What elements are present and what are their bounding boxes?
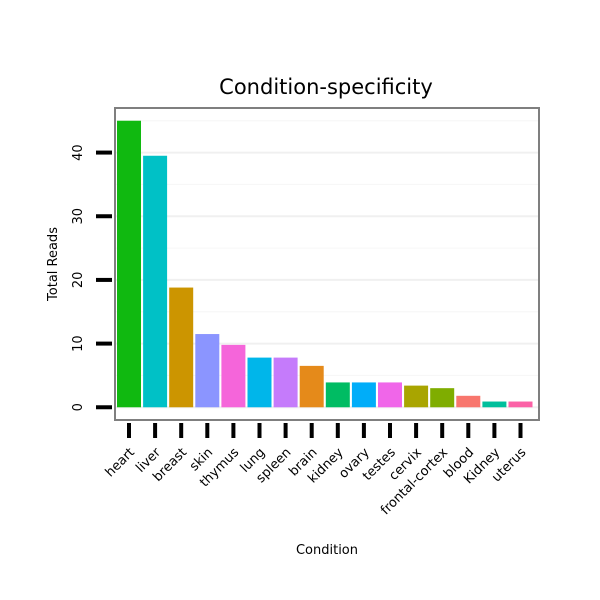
bar-ovary	[351, 382, 376, 408]
bar-blood	[456, 395, 481, 408]
bar-kidney	[482, 401, 507, 408]
bar-brain	[299, 365, 324, 408]
bar-thymus	[221, 344, 246, 408]
y-tick-label: 0	[71, 403, 86, 411]
bar-liver	[143, 155, 168, 408]
x-axis-label: Condition	[296, 543, 358, 558]
plot-border	[114, 107, 540, 421]
y-tick-label: 30	[71, 208, 86, 225]
y-axis-label: Total Reads	[46, 227, 61, 302]
bars	[117, 120, 533, 408]
bar-kidney	[325, 382, 350, 408]
bar-cervix	[404, 385, 429, 408]
bar-heart	[117, 120, 141, 408]
bar-lung	[247, 357, 272, 408]
y-axis-ticks: 0 10 20 30 40	[71, 144, 112, 411]
bar-uterus	[508, 401, 533, 408]
bar-breast	[169, 287, 194, 408]
y-tick-label: 20	[71, 272, 86, 289]
bar-spleen	[273, 357, 298, 408]
y-tick-label: 10	[71, 335, 86, 352]
bar-skin	[195, 334, 220, 408]
bar-testes	[378, 382, 402, 408]
bar-frontal-cortex	[430, 388, 455, 408]
y-tick-label: 40	[71, 144, 86, 161]
chart-title: Condition-specificity	[219, 75, 433, 99]
